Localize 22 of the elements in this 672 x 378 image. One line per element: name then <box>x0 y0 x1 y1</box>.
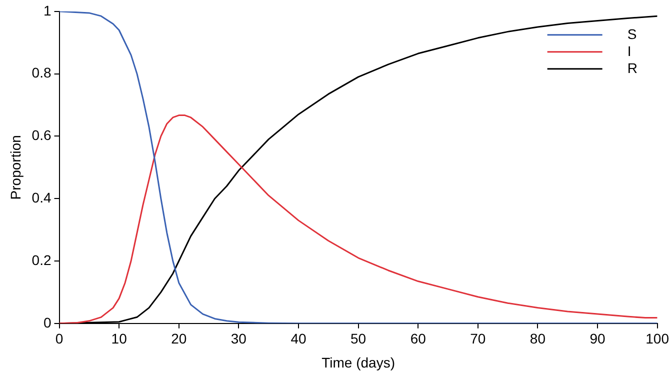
y-tick-label: 0.8 <box>32 64 52 81</box>
legend-label: S <box>627 26 637 42</box>
x-tick-label: 80 <box>530 330 546 347</box>
x-tick-label: 50 <box>350 330 366 347</box>
x-axis-title: Time (days) <box>322 354 395 370</box>
y-tick-label: 1 <box>43 2 52 18</box>
x-tick-label: 70 <box>470 330 486 347</box>
x-tick-label: 100 <box>646 330 670 347</box>
x-tick-label: 30 <box>230 330 247 347</box>
y-axis-title: Proportion <box>7 135 24 200</box>
x-tick-label: 40 <box>290 330 306 347</box>
legend-label: I <box>627 42 632 59</box>
y-tick-label: 0.2 <box>32 252 52 268</box>
x-tick-label: 60 <box>410 330 426 347</box>
y-tick-label: 0.6 <box>32 127 52 144</box>
x-tick-label: 90 <box>590 330 606 347</box>
legend-label: R <box>627 60 638 76</box>
y-tick-label: 0.4 <box>32 189 52 206</box>
y-tick-label: 0 <box>43 314 52 330</box>
x-tick-label: 20 <box>171 330 187 347</box>
x-tick-label: 0 <box>55 330 64 347</box>
x-tick-label: 10 <box>111 330 128 347</box>
